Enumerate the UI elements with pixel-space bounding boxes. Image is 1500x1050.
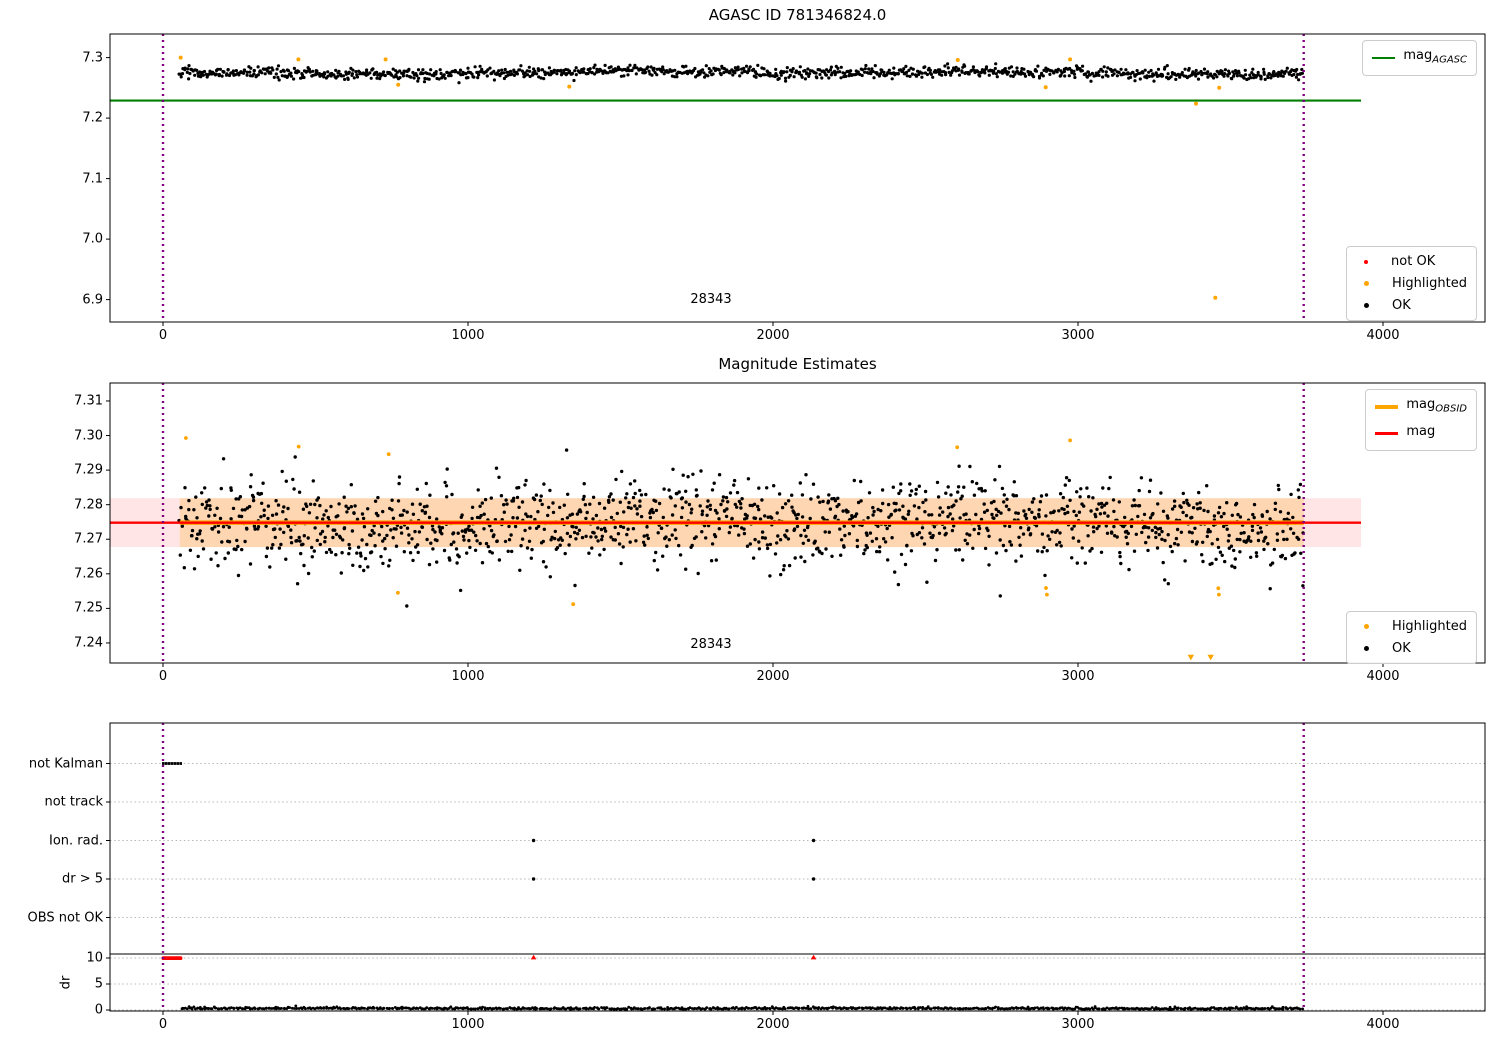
not-ok-marker-icon [1364,259,1369,264]
plot2-title: Magnitude Estimates [718,355,877,373]
flag-category-label-4: OBS not OK [27,910,104,925]
plot2-y-tick-label-7.30: 7.30 [74,428,103,444]
dr-scatter [180,1004,1304,1011]
ok-marker-icon [1364,303,1370,308]
plot3-x-tick-label-4000: 4000 [1366,1017,1400,1032]
flag-category-label-0: not Kalman [28,756,103,771]
highlighted-legend-label: Highlighted [1392,619,1467,634]
plot2-x-tick-label-4000: 4000 [1366,669,1400,684]
plot2-x-tick-label-0: 0 [158,669,168,684]
plot1-y-tick-label-7.3: 7.3 [82,50,103,66]
plot1-title: AGASC ID 781346824.0 [708,6,887,24]
plot2-y-tick-label-7.31: 7.31 [74,393,103,409]
plot3-x-tick-label-2000: 2000 [756,1017,790,1032]
plot2-y-tick-label-7.29: 7.29 [74,462,103,478]
reference-lines [110,99,1362,525]
plot1-scatter-highlighted [178,55,1222,300]
dr-clipped-high [161,954,817,960]
plot3-x-tick-label-3000: 3000 [1061,1017,1095,1032]
flag-category-label-2: Ion. rad. [49,833,103,848]
legend-row-highlighted: Highlighted [1356,275,1467,292]
ok-legend-label: OK [1392,641,1411,656]
plot1-y-tick-label-7.0: 7.0 [82,231,103,247]
plot2-x-tick-label-3000: 3000 [1061,669,1095,684]
plot2-y-tick-label-7.27: 7.27 [74,531,103,547]
plot1-x-tick-label-3000: 3000 [1061,328,1095,343]
plot1-x-tick-label-0: 0 [158,328,168,343]
dr-tick-label-0: 0 [94,1002,103,1018]
obsid-interval-vlines [161,34,1305,1011]
not-ok-legend-label: not OK [1391,254,1436,269]
plot1-x-tick-label-1000: 1000 [451,328,485,343]
mag-agasc-line-sample [1372,56,1396,60]
plot1-obsid-annotation: 28343 [690,292,732,307]
plot2-scatter-ok [177,448,1305,608]
plot2-marker-legend: Highlighted OK [1346,611,1477,664]
plot2-obsid-annotation: 28343 [690,637,732,652]
flag-category-label-3: dr > 5 [61,871,103,887]
plot2-x-tick-label-2000: 2000 [756,669,790,684]
highlighted-marker-icon [1364,624,1370,629]
ok-marker-icon [1364,646,1370,651]
plot2-y-tick-label-7.24: 7.24 [74,635,103,651]
highlighted-marker-icon [1364,281,1370,286]
plot1-line-legend: magAGASC [1362,40,1477,76]
plot2-y-tick-label-7.28: 7.28 [74,497,103,513]
plot2-y-tick-label-7.26: 7.26 [74,566,103,582]
plot1-marker-legend: not OK Highlighted OK [1346,246,1477,321]
plot3-x-tick-label-1000: 1000 [451,1017,485,1032]
legend-row-mag-obsid: magOBSID [1375,396,1467,418]
plot1-y-tick-label-7.2: 7.2 [82,110,103,126]
tick-marks [106,57,1384,1015]
plot1-x-tick-label-2000: 2000 [756,328,790,343]
plot2-x-tick-label-1000: 1000 [451,669,485,684]
legend-row-highlighted-2: Highlighted [1356,618,1467,635]
legend-row-mag: mag [1375,423,1435,445]
dr-tick-label-10: 10 [86,950,103,966]
legend-row-ok-2: OK [1356,640,1411,657]
plot1-y-tick-label-7.1: 7.1 [82,171,103,187]
ok-legend-label: OK [1392,298,1411,313]
mag-obsid-legend-label: magOBSID [1406,397,1467,415]
axes-spines [109,33,1486,1012]
plot2-clipped-markers [1187,654,1214,661]
plot1-scatter-ok [177,62,1304,85]
highlighted-legend-label: Highlighted [1392,276,1467,291]
plot1-y-tick-label-6.9: 6.9 [82,292,103,308]
plot2-y-tick-label-7.25: 7.25 [74,600,103,616]
plot2-scatter-highlighted [184,436,1221,607]
flag-events [162,762,816,881]
legend-row-not-ok: not OK [1356,253,1435,270]
flag-category-label-1: not track [44,794,103,810]
mag-agasc-legend-label: magAGASC [1403,48,1467,66]
mag-obsid-line-sample [1375,405,1399,409]
legend-row-mag-agasc: magAGASC [1372,47,1467,69]
plot2-line-legend: magOBSID mag [1365,389,1477,452]
plot3-gridlines [110,763,1485,1011]
plot1-x-tick-label-4000: 4000 [1366,328,1400,343]
legend-row-ok: OK [1356,297,1411,314]
mag-line-sample [1375,432,1399,435]
dr-tick-label-5: 5 [94,976,103,992]
plot3-x-tick-label-0: 0 [158,1017,168,1032]
mag-legend-label: mag [1406,423,1436,439]
